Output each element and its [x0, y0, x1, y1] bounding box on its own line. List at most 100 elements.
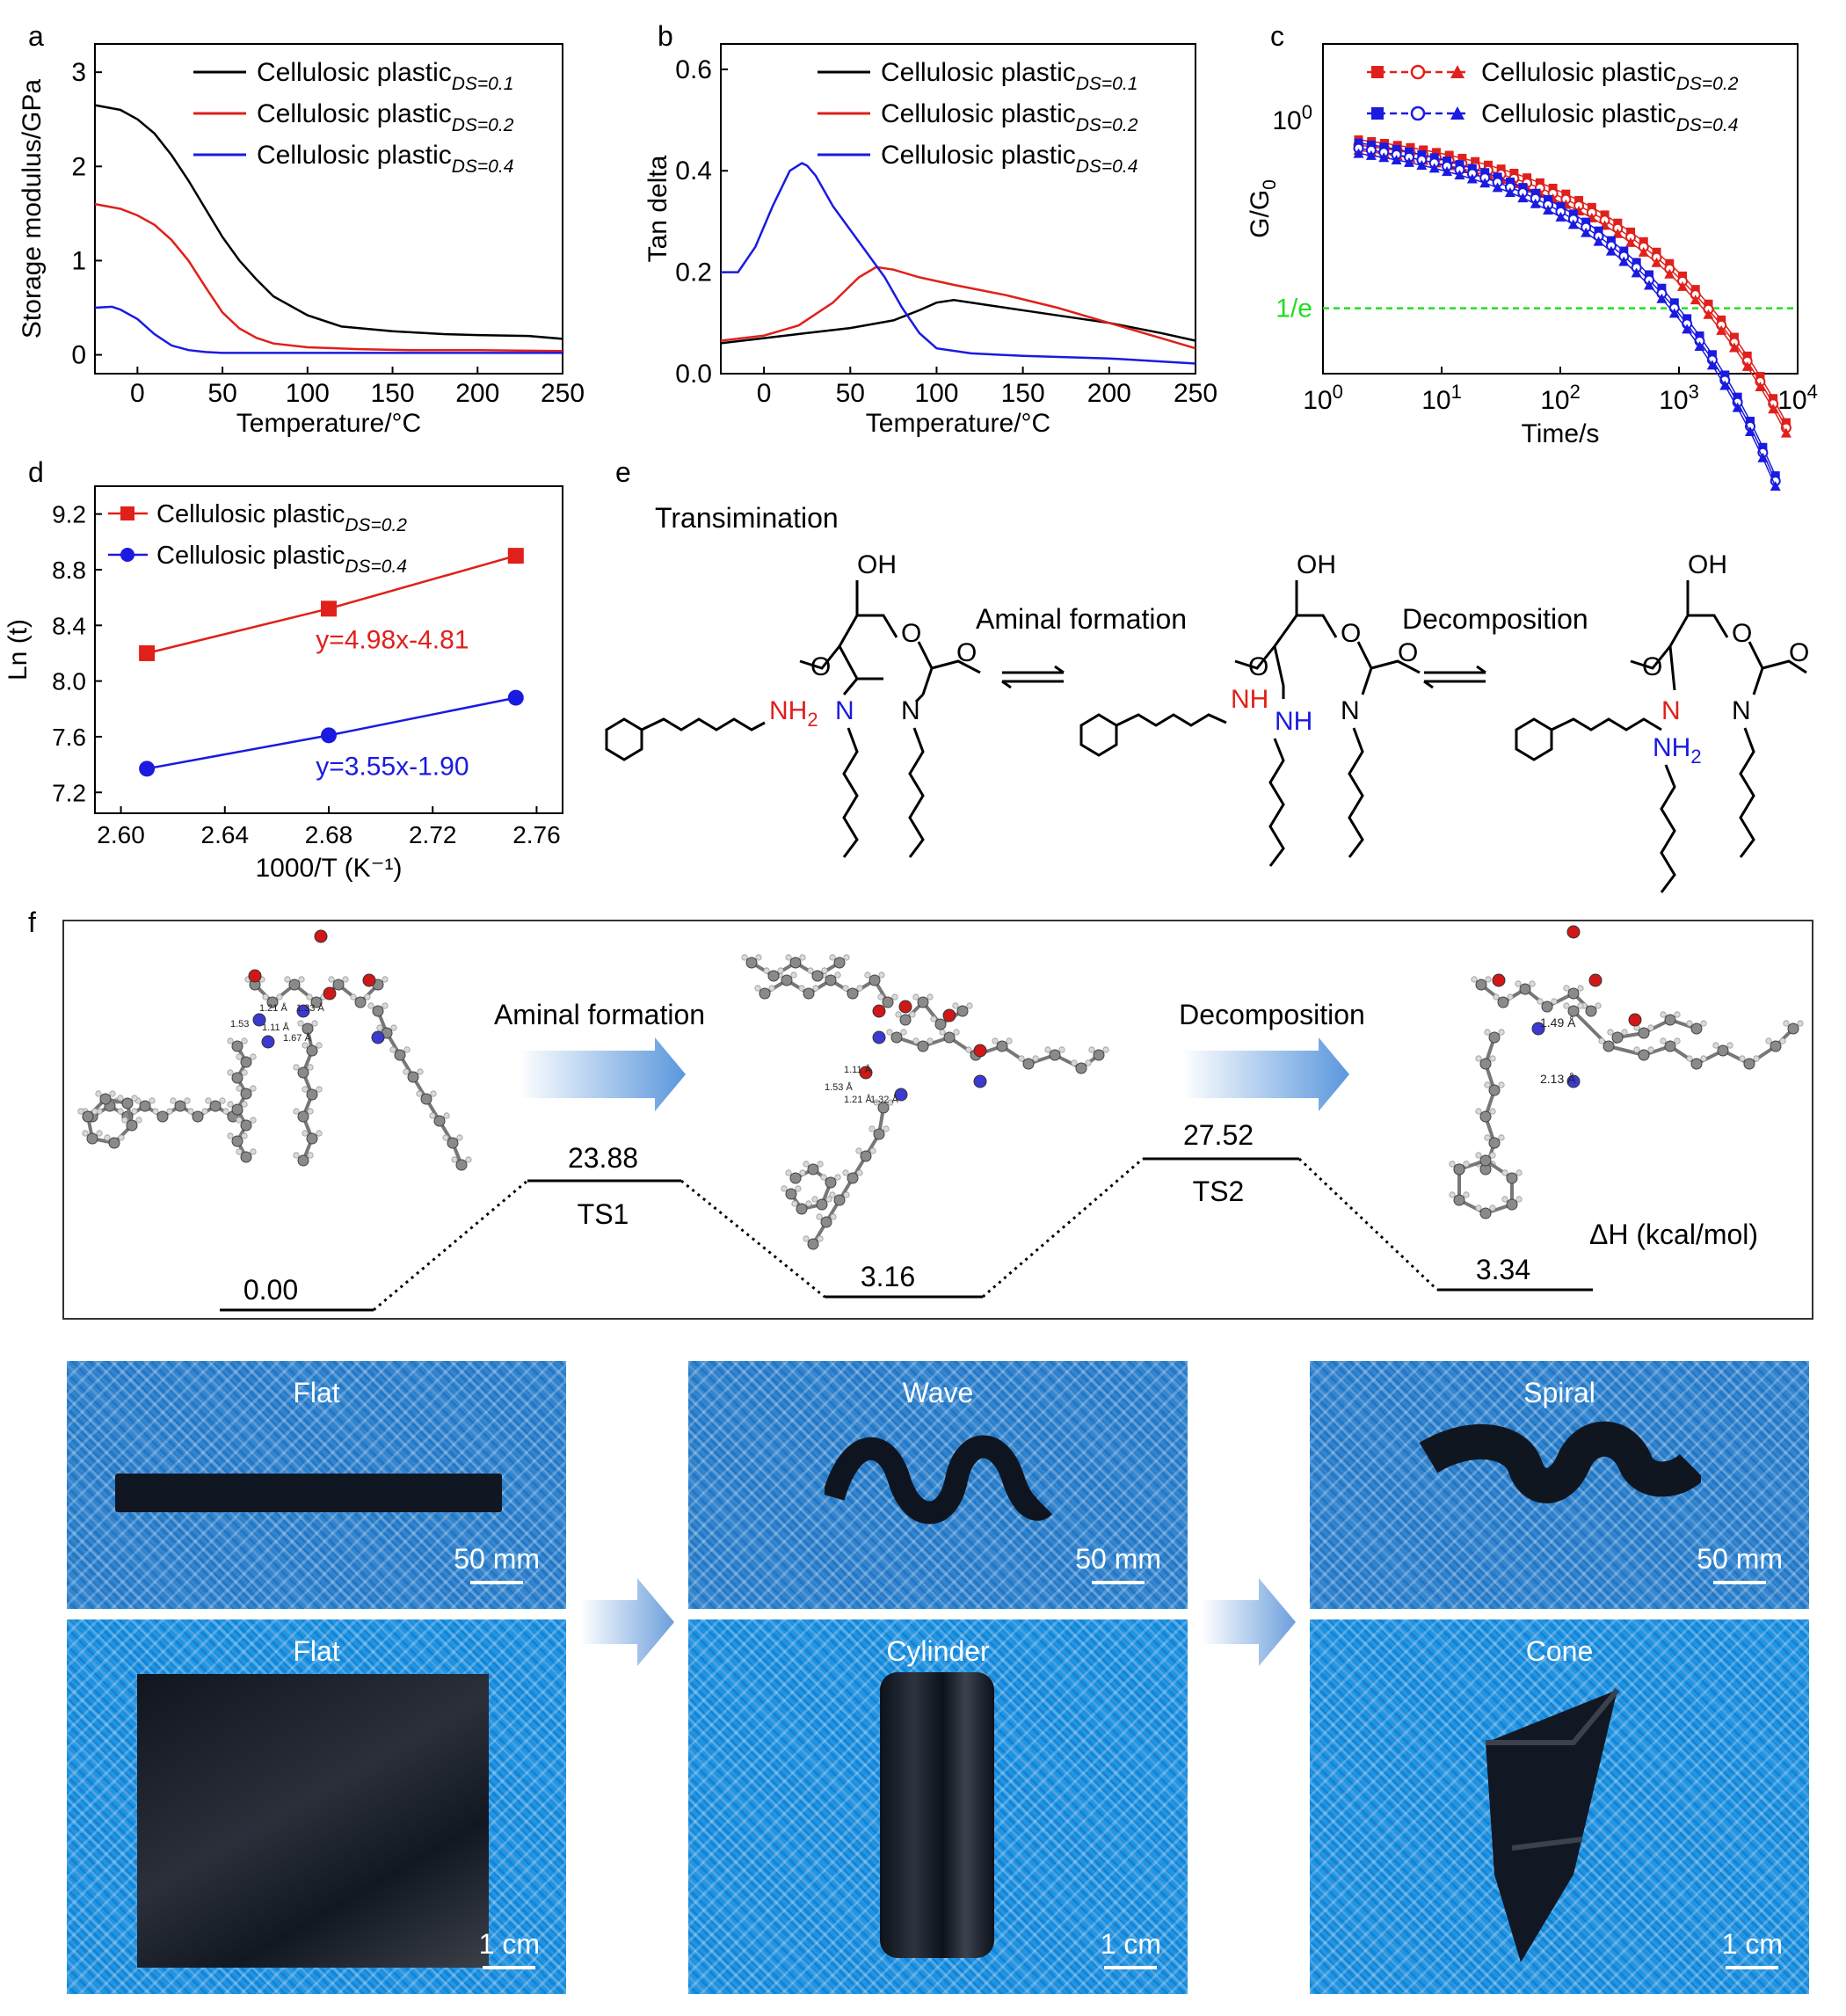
hydrogen-atom [912, 1037, 919, 1044]
hydrogen-atom [316, 1130, 323, 1137]
carbon-atom [807, 1163, 819, 1175]
hydrogen-atom [442, 1134, 449, 1141]
carbon-atom [1479, 1058, 1492, 1070]
hydrogen-atom [152, 1108, 159, 1115]
y-tick-label: 8.4 [52, 612, 86, 639]
legend-base: Cellulosic plastic [881, 141, 1076, 170]
bond-mid-3: 1.21 Å [844, 1094, 872, 1105]
nh2-label-1: NH2 [769, 696, 818, 731]
hydrogen-atom [1498, 1029, 1505, 1036]
data-point-triangle [1391, 154, 1402, 164]
hydrogen-atom [791, 1200, 798, 1207]
photo-cone: Cone 1 cm [1310, 1619, 1809, 1994]
hydrogen-atom [1463, 1161, 1470, 1168]
hydrogen-atom [109, 1090, 116, 1097]
legend-base: Cellulosic plastic [1481, 99, 1676, 128]
hydrogen-atom [77, 1108, 84, 1115]
bond-left-3: 1.53 [230, 1019, 249, 1030]
hydrogen-atom [952, 1002, 959, 1009]
hydrogen-atom [817, 1235, 824, 1242]
series-line-DS=0.1 [94, 104, 563, 340]
data-point-triangle [1668, 308, 1680, 318]
hydrogen-atom [856, 1169, 863, 1176]
hydrogen-atom [170, 1097, 177, 1104]
hydrogen-atom [117, 1095, 124, 1102]
hydrogen-atom [1507, 993, 1514, 1001]
carbon-atom [1519, 983, 1531, 995]
energy-0: 0.00 [243, 1274, 298, 1306]
hydrogen-atom [131, 1095, 138, 1102]
hydrogen-atom [364, 993, 371, 1001]
x-tick-label: 50 [836, 379, 865, 408]
y-tick-label: 8.8 [52, 557, 86, 584]
data-point-triangle [1745, 426, 1756, 437]
tick-label: 100 [1272, 101, 1312, 135]
data-point-triangle [1768, 404, 1779, 414]
hydrogen-atom [91, 1108, 98, 1115]
photo-title: Spiral [1523, 1377, 1595, 1408]
hydrogen-atom [1058, 1046, 1065, 1053]
carbon-atom [407, 1071, 419, 1083]
hydrogen-atom [184, 1097, 191, 1104]
legend-sub: DS=0.2 [452, 115, 514, 135]
hydrogen-atom [843, 954, 850, 961]
y-tick-label: 7.2 [52, 779, 86, 806]
tick-exp: 3 [1689, 381, 1699, 403]
hydrogen-atom [803, 1235, 810, 1242]
legend-label: Cellulosic plasticDS=0.2 [156, 500, 407, 535]
carbon-atom [297, 1110, 309, 1123]
hydrogen-atom [403, 1046, 411, 1053]
legend-sub: DS=0.2 [1676, 74, 1739, 94]
hydrogen-atom [1515, 1169, 1523, 1176]
hydrogen-atom [131, 1108, 138, 1115]
data-point-triangle [1741, 360, 1753, 371]
data-point-triangle [1644, 280, 1655, 290]
reference-label: 1/e [1275, 295, 1312, 324]
data-point-square [1758, 442, 1768, 452]
scale-bar: 1 cm [1722, 1928, 1783, 1969]
nitrogen-atom [894, 1088, 908, 1102]
legend-sub: DS=0.1 [452, 74, 514, 94]
x-tick-label: 2.64 [201, 821, 250, 848]
f-arrow-2 [1182, 1037, 1349, 1111]
hydrogen-atom [302, 1086, 309, 1093]
carbon-atom [354, 996, 367, 1008]
y-tick-label: 0.0 [675, 360, 712, 389]
y-tick-label: 1 [71, 246, 86, 275]
hydrogen-atom [1475, 1055, 1482, 1062]
hydrogen-atom [927, 1037, 934, 1044]
chart-c-stress-relaxation: 100 101 102 103 104100Time/sG/G01/eCellulosi… [1246, 43, 1818, 491]
legend-marker-square [120, 506, 134, 520]
hydrogen-atom [842, 1169, 849, 1176]
hydrogen-atom [805, 1200, 812, 1207]
scale-bar: 50 mm [454, 1543, 540, 1584]
carbon-atom [816, 1198, 828, 1211]
panel-letter-e: e [615, 456, 631, 488]
hydrogen-atom [878, 972, 885, 979]
carbon-atom [1787, 1023, 1799, 1035]
x-tick-label: 150 [371, 379, 415, 408]
carbon-atom [139, 1100, 151, 1112]
chart-b-tan-delta: 0 50 100 150 200 250 0.0 0.2 0.4 0.6 Temperature/°… [643, 43, 1217, 438]
hydrogen-atom [821, 967, 828, 974]
carbon-atom [1049, 1049, 1061, 1061]
hydrogen-atom [1484, 1081, 1491, 1088]
scheme-step-1: Aminal formation [976, 603, 1187, 635]
legend-label: Cellulosic plasticDS=0.4 [156, 542, 407, 577]
carbon-atom [231, 1103, 243, 1116]
hydrogen-atom [830, 1213, 837, 1220]
hydrogen-atom [883, 1125, 890, 1132]
oxygen-atom [898, 1000, 912, 1014]
legend-marker-triangle [1450, 65, 1464, 78]
series-line-DS=0.4 [94, 305, 563, 354]
hydrogen-atom [1779, 1037, 1786, 1044]
plastic-cone [1486, 1688, 1620, 1962]
label-ts1: TS1 [578, 1198, 629, 1230]
legend-sub: DS=0.2 [1076, 115, 1138, 135]
data-point-triangle [1593, 236, 1604, 246]
photo-spiral: Spiral 50 mm [1310, 1361, 1809, 1609]
hydrogen-atom [817, 1161, 824, 1168]
carbon-atom [882, 996, 894, 1008]
legend-sub: DS=0.4 [452, 156, 514, 177]
hydrogen-atom [785, 954, 792, 961]
